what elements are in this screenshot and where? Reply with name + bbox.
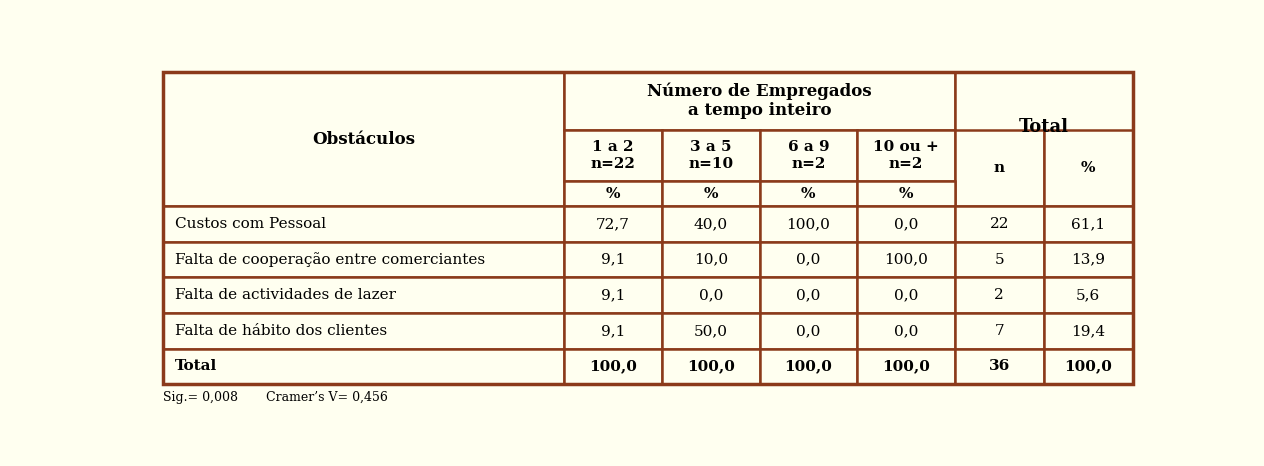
Bar (954, 349, 1044, 384)
Text: 36: 36 (988, 359, 1010, 373)
Text: 0,0: 0,0 (894, 217, 918, 231)
Text: 22: 22 (990, 217, 1009, 231)
Text: Custos com Pessoal: Custos com Pessoal (174, 217, 326, 231)
Text: 0,0: 0,0 (796, 288, 820, 302)
Bar (857, 206, 954, 242)
Text: %: % (1081, 161, 1096, 175)
Text: 10,0: 10,0 (694, 253, 728, 267)
Bar (760, 242, 857, 277)
Bar (163, 277, 564, 313)
Text: 7: 7 (995, 324, 1004, 338)
Bar (1044, 242, 1133, 277)
Text: 0,0: 0,0 (796, 324, 820, 338)
Bar (163, 313, 564, 349)
Text: 100,0: 100,0 (785, 359, 832, 373)
Bar (1044, 206, 1133, 242)
Text: 6 a 9
n=2: 6 a 9 n=2 (787, 140, 829, 171)
Bar (564, 349, 662, 384)
Bar (163, 72, 1133, 384)
Text: 0,0: 0,0 (699, 288, 723, 302)
Text: 19,4: 19,4 (1071, 324, 1105, 338)
Bar (662, 277, 760, 313)
Bar (1044, 130, 1133, 206)
Bar (1044, 277, 1133, 313)
Text: 5,6: 5,6 (1076, 288, 1101, 302)
Bar (163, 349, 564, 384)
Text: 3 a 5
n=10: 3 a 5 n=10 (688, 140, 733, 171)
Text: Falta de hábito dos clientes: Falta de hábito dos clientes (174, 324, 387, 338)
Text: %: % (899, 187, 913, 201)
Bar (564, 181, 662, 206)
Text: 0,0: 0,0 (796, 253, 820, 267)
Text: Número de Empregados
a tempo inteiro: Número de Empregados a tempo inteiro (647, 82, 872, 119)
Text: Total: Total (174, 359, 217, 373)
Text: Total: Total (1019, 118, 1069, 136)
Text: 2: 2 (995, 288, 1004, 302)
Bar (163, 242, 564, 277)
Bar (1044, 349, 1133, 384)
Bar (857, 181, 954, 206)
Bar (760, 349, 857, 384)
Text: 9,1: 9,1 (600, 288, 626, 302)
Text: 9,1: 9,1 (600, 324, 626, 338)
Bar (760, 206, 857, 242)
Text: 100,0: 100,0 (884, 253, 928, 267)
Bar (954, 72, 1133, 181)
Bar (760, 130, 857, 181)
Bar (662, 349, 760, 384)
Text: 100,0: 100,0 (686, 359, 734, 373)
Text: 0,0: 0,0 (894, 324, 918, 338)
Bar (564, 206, 662, 242)
Bar (564, 313, 662, 349)
Bar (857, 130, 954, 181)
Bar (564, 130, 662, 181)
Text: %: % (801, 187, 815, 201)
Text: n: n (994, 161, 1005, 175)
Bar (662, 242, 760, 277)
Text: 1 a 2
n=22: 1 a 2 n=22 (590, 140, 636, 171)
Text: 100,0: 100,0 (786, 217, 830, 231)
Text: Falta de cooperação entre comerciantes: Falta de cooperação entre comerciantes (174, 252, 485, 267)
Bar (662, 206, 760, 242)
Text: 50,0: 50,0 (694, 324, 728, 338)
Text: 13,9: 13,9 (1071, 253, 1105, 267)
Bar (662, 313, 760, 349)
Text: 10 ou +
n=2: 10 ou + n=2 (873, 140, 939, 171)
Text: 100,0: 100,0 (589, 359, 637, 373)
Text: 100,0: 100,0 (1064, 359, 1112, 373)
Text: %: % (704, 187, 718, 201)
Text: 61,1: 61,1 (1071, 217, 1105, 231)
Bar (760, 313, 857, 349)
Text: 100,0: 100,0 (882, 359, 930, 373)
Bar (954, 242, 1044, 277)
Bar (954, 277, 1044, 313)
Bar (163, 206, 564, 242)
Bar (564, 277, 662, 313)
Text: Sig.= 0,008       Cramer’s V= 0,456: Sig.= 0,008 Cramer’s V= 0,456 (163, 391, 388, 404)
Bar (954, 313, 1044, 349)
Text: 9,1: 9,1 (600, 253, 626, 267)
Text: 5: 5 (995, 253, 1004, 267)
Bar (1044, 313, 1133, 349)
Bar (857, 313, 954, 349)
Bar (857, 242, 954, 277)
Bar (564, 242, 662, 277)
Bar (954, 130, 1044, 206)
Bar (163, 72, 564, 206)
Text: 72,7: 72,7 (597, 217, 629, 231)
Bar (564, 72, 954, 130)
Bar (662, 130, 760, 181)
Text: 40,0: 40,0 (694, 217, 728, 231)
Bar (760, 277, 857, 313)
Bar (954, 206, 1044, 242)
Text: 0,0: 0,0 (894, 288, 918, 302)
Bar (760, 181, 857, 206)
Bar (857, 277, 954, 313)
Bar (857, 349, 954, 384)
Text: %: % (605, 187, 621, 201)
Text: Obstáculos: Obstáculos (312, 130, 415, 148)
Text: Falta de actividades de lazer: Falta de actividades de lazer (174, 288, 396, 302)
Bar (662, 181, 760, 206)
